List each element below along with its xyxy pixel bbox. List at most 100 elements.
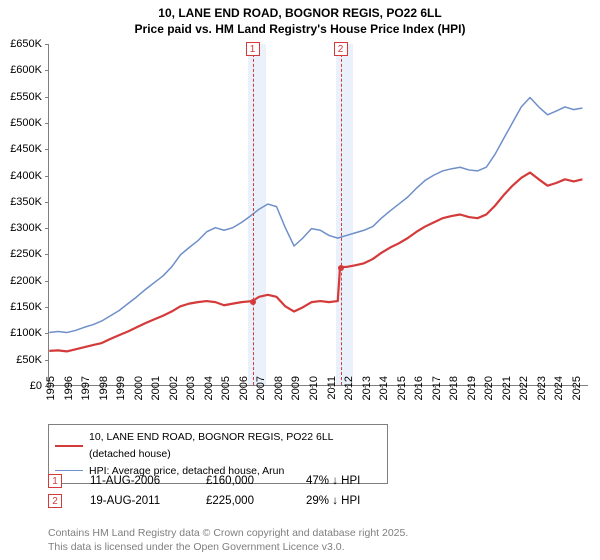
y-tick-label: £650K	[2, 38, 42, 50]
sale-marker-1: 1	[48, 474, 62, 488]
x-tick-label: 2021	[501, 376, 513, 406]
x-tick-label: 2025	[571, 376, 583, 406]
x-tick-label: 2006	[238, 376, 250, 406]
x-tick-label: 2020	[483, 376, 495, 406]
sale-row-2: 2 19-AUG-2011 £225,000 29% ↓ HPI	[48, 494, 360, 508]
y-tick-label: £500K	[2, 117, 42, 129]
sale-vline	[341, 44, 342, 385]
y-tick-mark	[45, 228, 49, 229]
x-tick-mark	[470, 385, 471, 389]
series-price_paid	[49, 173, 582, 352]
x-tick-mark	[67, 385, 68, 389]
y-tick-mark	[45, 360, 49, 361]
credits-line2: This data is licensed under the Open Gov…	[48, 540, 408, 554]
x-tick-mark	[119, 385, 120, 389]
y-tick-label: £350K	[2, 196, 42, 208]
sale-marker-2: 2	[48, 494, 62, 508]
sale-dot-1	[250, 299, 256, 305]
x-tick-label: 2003	[185, 376, 197, 406]
y-tick-label: £200K	[2, 275, 42, 287]
series-hpi	[49, 98, 582, 333]
x-tick-mark	[452, 385, 453, 389]
y-tick-label: £250K	[2, 248, 42, 260]
y-tick-mark	[45, 97, 49, 98]
x-tick-mark	[154, 385, 155, 389]
y-tick-mark	[45, 254, 49, 255]
title-line2: Price paid vs. HM Land Registry's House …	[0, 22, 600, 38]
y-tick-mark	[45, 123, 49, 124]
chart-title: 10, LANE END ROAD, BOGNOR REGIS, PO22 6L…	[0, 0, 600, 37]
x-tick-label: 2009	[290, 376, 302, 406]
x-tick-mark	[365, 385, 366, 389]
x-tick-mark	[487, 385, 488, 389]
x-tick-label: 1998	[98, 376, 110, 406]
x-tick-mark	[540, 385, 541, 389]
x-tick-mark	[505, 385, 506, 389]
y-tick-label: £0	[2, 380, 42, 392]
x-tick-label: 2011	[326, 376, 338, 406]
x-tick-label: 2002	[168, 376, 180, 406]
x-tick-label: 2013	[361, 376, 373, 406]
x-tick-mark	[137, 385, 138, 389]
y-tick-mark	[45, 307, 49, 308]
y-tick-label: £100K	[2, 327, 42, 339]
y-tick-label: £400K	[2, 170, 42, 182]
x-tick-label: 2014	[378, 376, 390, 406]
sale-vline	[253, 44, 254, 385]
sale-date-1: 11-AUG-2006	[90, 475, 178, 487]
x-tick-mark	[347, 385, 348, 389]
x-tick-label: 1995	[45, 376, 57, 406]
x-tick-mark	[84, 385, 85, 389]
legend-row-1: 10, LANE END ROAD, BOGNOR REGIS, PO22 6L…	[55, 429, 381, 463]
chart-marker-2: 2	[334, 42, 348, 56]
sale-row-1: 1 11-AUG-2006 £160,000 47% ↓ HPI	[48, 474, 360, 488]
legend-label-1: 10, LANE END ROAD, BOGNOR REGIS, PO22 6L…	[89, 429, 381, 463]
x-tick-mark	[294, 385, 295, 389]
x-tick-label: 2012	[343, 376, 355, 406]
x-tick-label: 1999	[115, 376, 127, 406]
x-tick-mark	[330, 385, 331, 389]
x-tick-label: 1996	[63, 376, 75, 406]
y-tick-mark	[45, 202, 49, 203]
y-tick-mark	[45, 281, 49, 282]
sale-dot-2	[338, 265, 344, 271]
x-tick-mark	[207, 385, 208, 389]
x-tick-mark	[575, 385, 576, 389]
x-tick-label: 2016	[413, 376, 425, 406]
credits-line1: Contains HM Land Registry data © Crown c…	[48, 526, 408, 540]
x-tick-label: 2017	[431, 376, 443, 406]
line-chart: 12£0£50K£100K£150K£200K£250K£300K£350K£4…	[48, 44, 588, 386]
x-tick-label: 2010	[308, 376, 320, 406]
sale-price-2: £225,000	[206, 495, 278, 507]
x-tick-mark	[557, 385, 558, 389]
y-tick-label: £450K	[2, 143, 42, 155]
x-tick-mark	[382, 385, 383, 389]
x-tick-label: 2008	[273, 376, 285, 406]
credits: Contains HM Land Registry data © Crown c…	[48, 526, 408, 554]
x-tick-mark	[224, 385, 225, 389]
x-tick-mark	[49, 385, 50, 389]
x-tick-mark	[522, 385, 523, 389]
x-tick-mark	[417, 385, 418, 389]
y-tick-label: £150K	[2, 301, 42, 313]
chart-marker-1: 1	[246, 42, 260, 56]
y-tick-label: £600K	[2, 64, 42, 76]
x-tick-mark	[277, 385, 278, 389]
x-tick-mark	[259, 385, 260, 389]
x-tick-label: 2023	[536, 376, 548, 406]
x-tick-label: 2019	[466, 376, 478, 406]
x-tick-mark	[312, 385, 313, 389]
sales-table: 1 11-AUG-2006 £160,000 47% ↓ HPI 2 19-AU…	[48, 468, 360, 508]
x-tick-label: 2004	[203, 376, 215, 406]
y-tick-label: £50K	[2, 354, 42, 366]
x-tick-mark	[102, 385, 103, 389]
title-line1: 10, LANE END ROAD, BOGNOR REGIS, PO22 6L…	[0, 6, 600, 22]
legend-swatch-1	[55, 445, 83, 447]
x-tick-mark	[242, 385, 243, 389]
x-tick-label: 2001	[150, 376, 162, 406]
x-tick-mark	[172, 385, 173, 389]
x-tick-label: 2018	[448, 376, 460, 406]
x-tick-label: 2000	[133, 376, 145, 406]
y-tick-mark	[45, 333, 49, 334]
x-tick-label: 2024	[553, 376, 565, 406]
